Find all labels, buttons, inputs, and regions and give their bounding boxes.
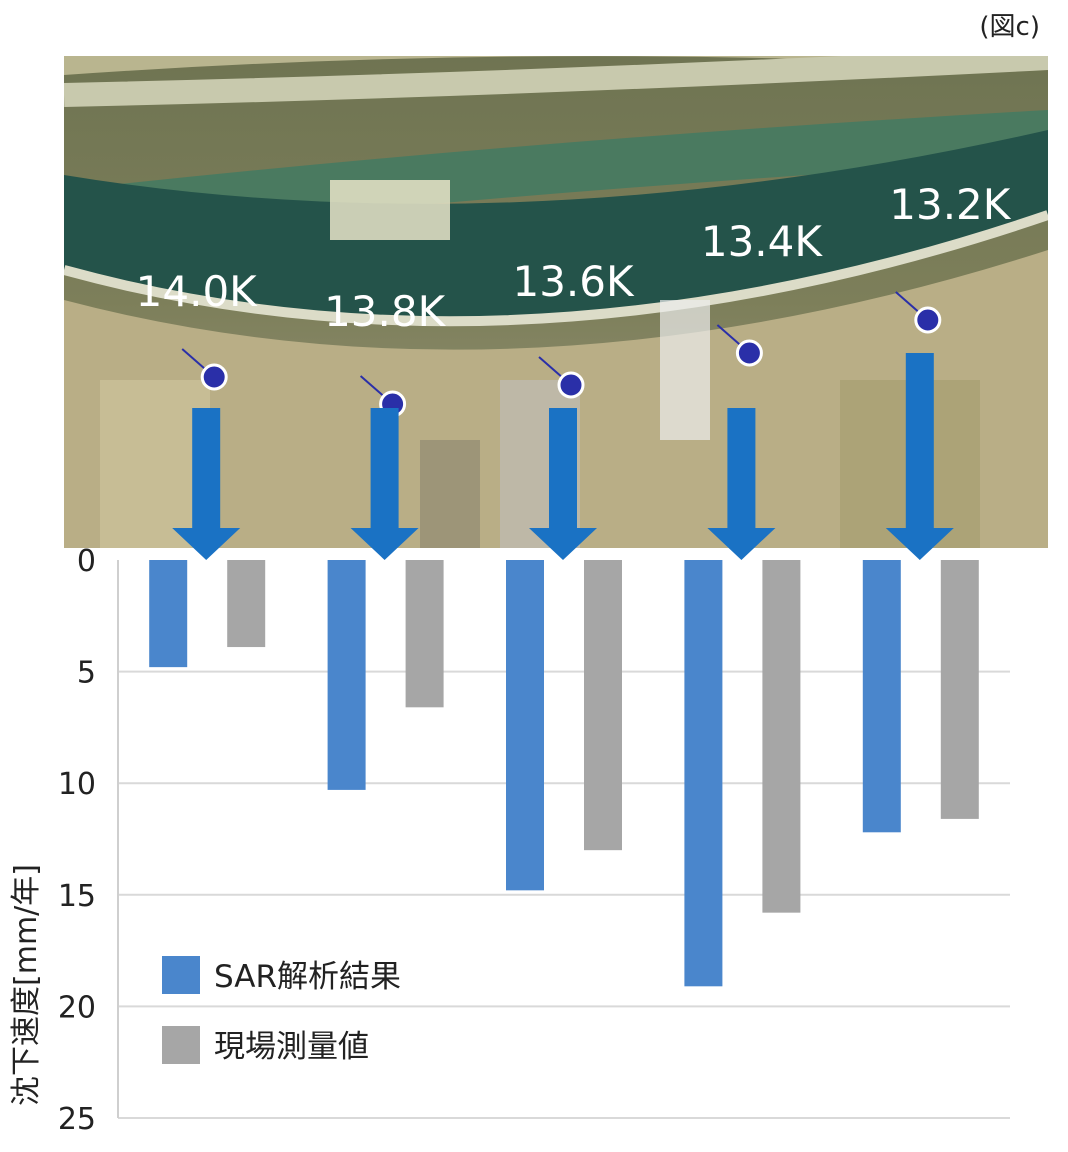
arrow-head-4: [885, 528, 954, 560]
y-tick-labels: 0 5 10 15 20 25: [58, 544, 96, 1137]
bar-sar-4: [862, 560, 901, 833]
y-tick-label: 10: [58, 767, 96, 802]
bars: [149, 560, 979, 987]
arrow-head-2: [529, 528, 597, 560]
arrow-head-1: [350, 528, 419, 560]
location-dot-3: [735, 339, 763, 367]
bar-field-0: [227, 560, 266, 648]
location-dot-2: [557, 371, 585, 399]
y-tick-label: 20: [58, 990, 96, 1025]
arrow-shaft-0: [192, 408, 221, 530]
legend-swatch-field: [162, 1026, 200, 1064]
arrow-shaft-1: [370, 408, 399, 530]
y-tick-label: 0: [77, 544, 96, 579]
legend: SAR解析結果 現場測量値: [162, 956, 401, 1065]
bar-sar-1: [327, 560, 366, 790]
km-label-2: 13.6K: [512, 257, 635, 306]
bar-field-3: [762, 560, 801, 913]
y-tick-label: 5: [77, 656, 96, 691]
legend-label-field: 現場測量値: [214, 1029, 369, 1065]
location-dot-4: [914, 306, 942, 334]
arrow-head-3: [707, 528, 776, 560]
figure-label: (図c): [979, 12, 1040, 42]
arrow-shaft-3: [727, 408, 756, 530]
location-markers: 14.0K 13.8K 13.6K 13.4K 13.2K: [136, 180, 1012, 560]
km-label-3: 13.4K: [701, 217, 824, 266]
km-label-0: 14.0K: [136, 267, 259, 316]
km-label-4: 13.2K: [889, 180, 1012, 229]
arrow-shaft-2: [549, 408, 577, 530]
km-label-1: 13.8K: [324, 287, 447, 336]
y-tick-label: 25: [58, 1102, 96, 1137]
bar-sar-3: [684, 560, 723, 987]
y-tick-label: 15: [58, 879, 96, 914]
arrow-shaft-4: [905, 353, 934, 530]
bar-field-4: [940, 560, 979, 819]
grid-lines: [118, 670, 1010, 1119]
bar-field-2: [584, 560, 622, 851]
legend-swatch-sar: [162, 956, 200, 994]
bar-sar-2: [506, 560, 544, 891]
arrow-head-0: [172, 528, 241, 560]
bar-sar-0: [149, 560, 188, 668]
y-axis-label: 沈下速度[mm/年]: [9, 864, 44, 1106]
location-dot-0: [200, 363, 228, 391]
aerial-photo: [64, 56, 1048, 548]
legend-label-sar: SAR解析結果: [214, 959, 401, 995]
bar-field-1: [405, 560, 444, 708]
